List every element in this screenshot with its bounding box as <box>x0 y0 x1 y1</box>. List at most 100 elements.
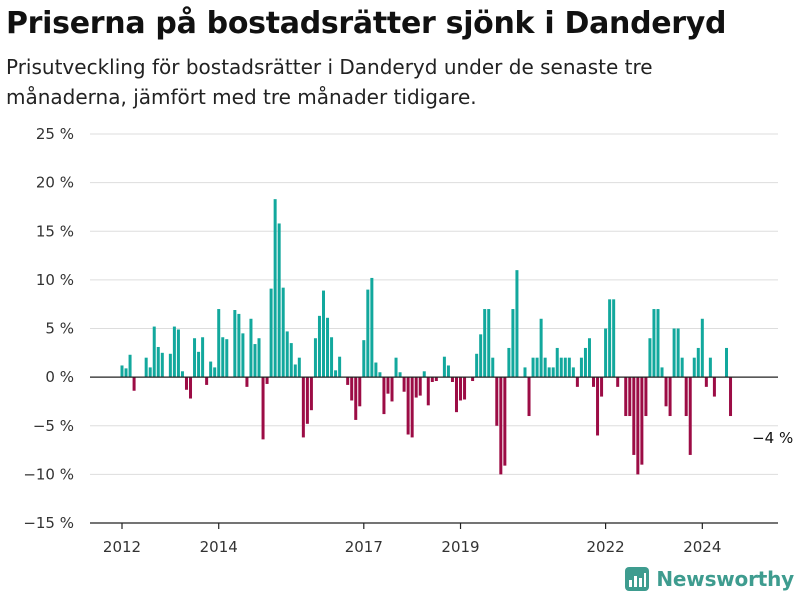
bar <box>688 377 692 455</box>
chart-subtitle: Prisutveckling för bostadsrätter i Dande… <box>6 55 653 109</box>
x-tick-label: 2022 <box>587 538 625 556</box>
bar <box>479 334 483 378</box>
bar <box>648 338 652 378</box>
bar <box>414 377 418 398</box>
tick-labels: 25 % 20 % 15 % 10 % 5 % 0 % −5 % −10 % −15 % 2012… <box>23 125 793 556</box>
bar <box>656 309 660 378</box>
bar <box>285 331 289 378</box>
bar <box>523 367 527 378</box>
bar <box>132 377 136 391</box>
bar <box>370 277 374 378</box>
bar <box>152 326 156 378</box>
bar <box>160 352 164 378</box>
bar <box>221 337 225 378</box>
bar <box>636 377 640 475</box>
bar <box>293 364 297 378</box>
bar <box>543 357 547 378</box>
bar <box>205 377 209 385</box>
bar <box>672 328 676 378</box>
bar <box>430 377 434 382</box>
bar <box>725 347 728 378</box>
bar <box>729 377 733 417</box>
bar <box>269 288 273 378</box>
bar <box>555 347 559 378</box>
bar <box>354 377 358 420</box>
bar <box>583 347 587 378</box>
bar <box>189 377 193 399</box>
bar <box>277 223 281 378</box>
bar <box>418 377 422 396</box>
bar <box>281 287 285 378</box>
bar <box>297 357 301 378</box>
bar <box>640 377 644 465</box>
bar <box>120 365 124 378</box>
bar <box>495 377 499 426</box>
bar <box>213 367 217 378</box>
bar <box>527 377 531 417</box>
bar <box>616 377 620 387</box>
bar <box>612 299 616 378</box>
bar <box>265 377 269 384</box>
bar <box>184 377 188 390</box>
y-tick-label: −15 % <box>23 514 74 532</box>
bar <box>487 309 491 378</box>
last-value-annotation: −4 % <box>752 429 793 447</box>
bar <box>309 377 313 411</box>
bar <box>604 328 608 378</box>
bar <box>197 351 201 378</box>
brand-name: Newsworthy <box>656 567 794 591</box>
bar <box>168 353 172 378</box>
bar <box>668 377 672 417</box>
bar <box>422 371 426 378</box>
bar <box>193 338 197 378</box>
bar <box>567 357 571 378</box>
bar <box>450 377 454 382</box>
bar <box>483 309 487 378</box>
axes <box>90 376 778 529</box>
y-tick-label: 10 % <box>36 271 74 289</box>
bar <box>434 377 438 382</box>
bar <box>692 357 696 378</box>
bar <box>390 377 394 402</box>
bar <box>217 309 221 378</box>
bar <box>442 356 446 378</box>
bar <box>608 299 612 378</box>
bar <box>644 377 648 417</box>
bar <box>225 339 229 378</box>
y-tick-label: −5 % <box>33 417 74 435</box>
bar <box>684 377 688 417</box>
bar <box>511 309 515 378</box>
bar <box>624 377 628 417</box>
bar <box>596 377 600 436</box>
bar <box>374 362 378 378</box>
bar <box>660 367 664 378</box>
bar <box>201 337 205 378</box>
y-tick-label: 5 % <box>45 320 74 338</box>
bar <box>172 326 176 378</box>
bar-chart-logo-icon <box>625 567 650 591</box>
bar <box>257 338 261 378</box>
grid-lines <box>90 133 778 475</box>
bar <box>700 318 704 378</box>
bar <box>664 377 668 407</box>
bar <box>180 371 184 378</box>
bar <box>261 377 265 440</box>
bar <box>253 344 257 378</box>
bar <box>249 318 253 378</box>
y-tick-label: 15 % <box>36 222 74 240</box>
bar <box>144 357 148 378</box>
bar <box>652 309 656 378</box>
bar <box>346 377 350 385</box>
bar <box>503 377 507 466</box>
bar <box>575 377 579 387</box>
y-tick-label: −10 % <box>23 465 74 483</box>
bar <box>515 270 519 378</box>
bar <box>358 377 362 407</box>
bar <box>463 377 467 400</box>
bar <box>563 357 567 378</box>
bar <box>471 377 475 382</box>
bar <box>708 357 712 378</box>
bar <box>704 377 708 387</box>
bar <box>559 357 563 378</box>
